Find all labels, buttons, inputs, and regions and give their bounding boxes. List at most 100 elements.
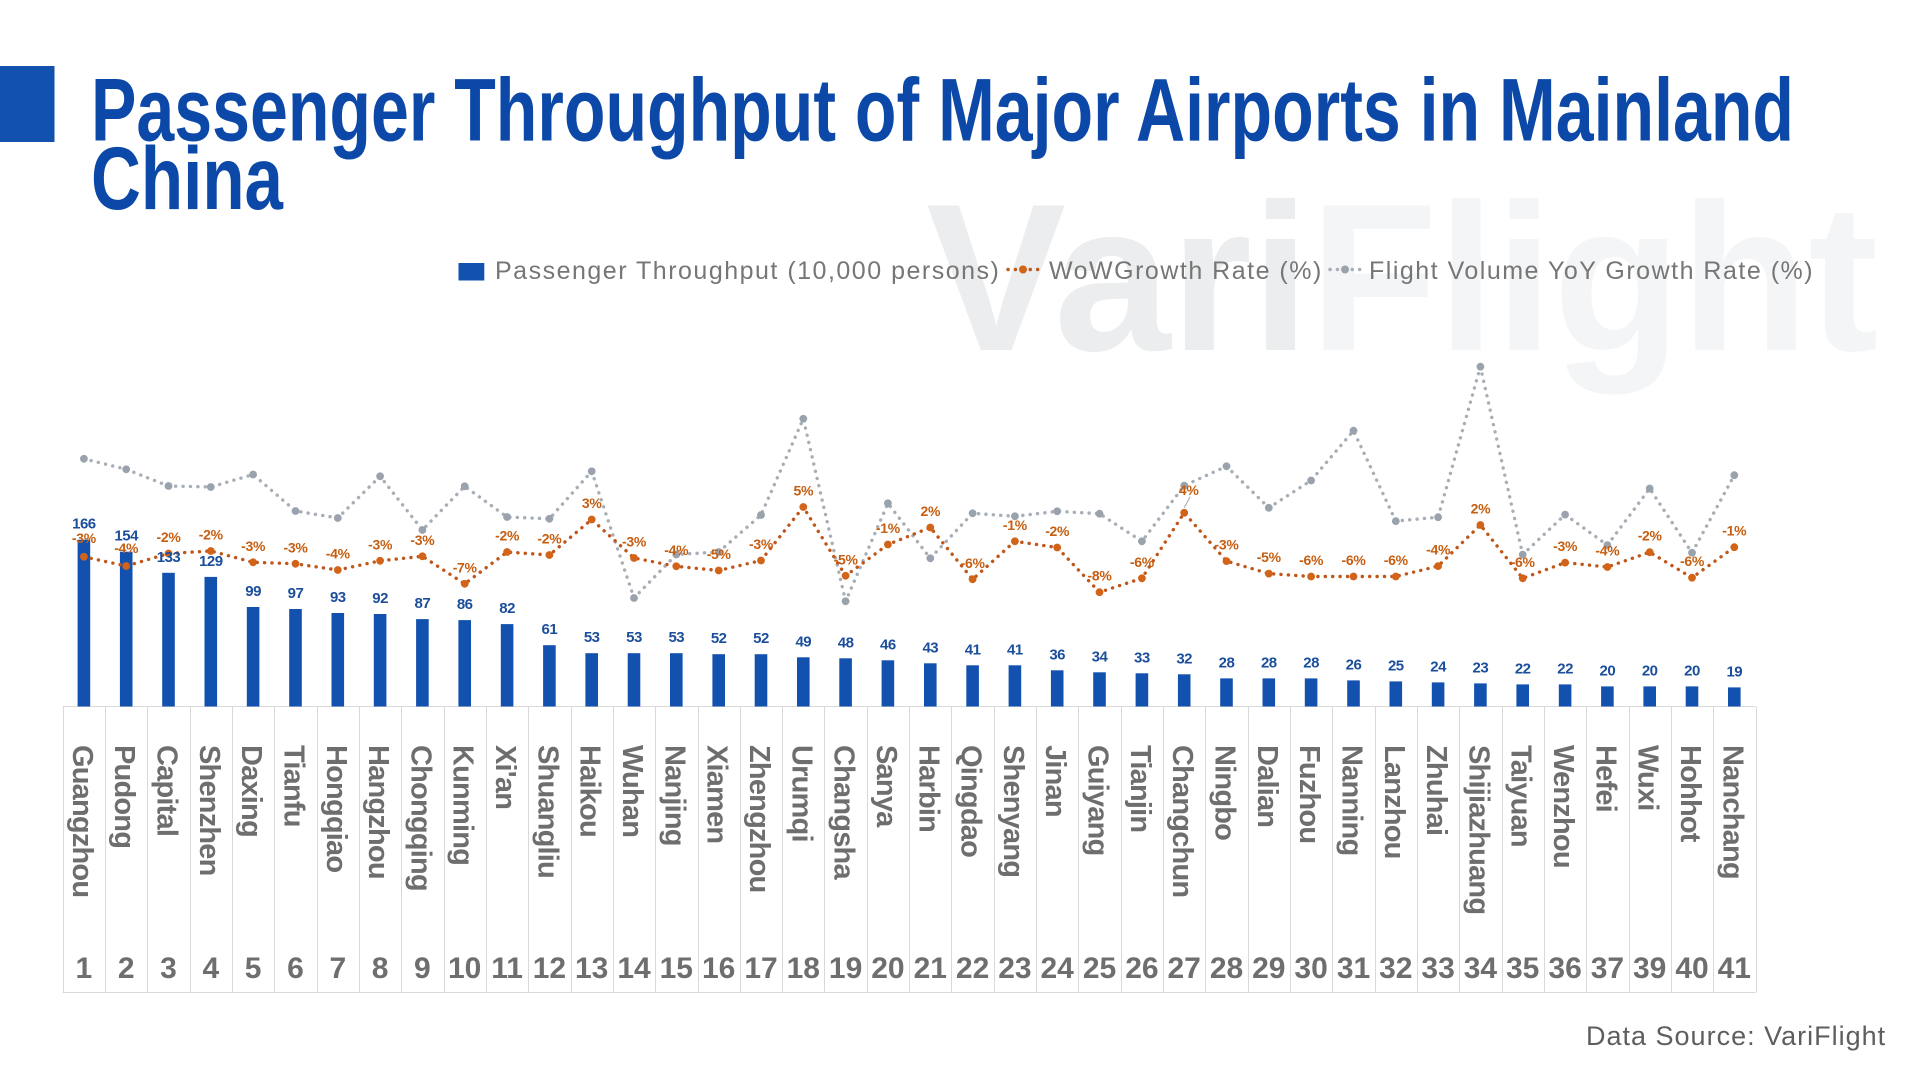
svg-text:82: 82 [499, 600, 515, 617]
svg-text:-6%: -6% [1384, 552, 1409, 568]
svg-text:26: 26 [1125, 952, 1158, 985]
svg-text:-6%: -6% [961, 555, 986, 571]
svg-text:53: 53 [668, 629, 684, 646]
svg-text:26: 26 [1346, 656, 1362, 673]
svg-text:39: 39 [1633, 952, 1666, 985]
svg-text:20: 20 [871, 952, 904, 985]
svg-text:-2%: -2% [537, 531, 562, 547]
svg-text:Kunming: Kunming [447, 745, 479, 865]
svg-text:48: 48 [838, 634, 854, 651]
svg-text:Capital: Capital [151, 745, 183, 836]
svg-text:6: 6 [287, 952, 304, 985]
svg-text:25: 25 [1083, 952, 1116, 985]
svg-text:49: 49 [795, 633, 811, 650]
svg-text:-5%: -5% [1257, 549, 1282, 565]
svg-text:7: 7 [329, 952, 346, 985]
svg-text:30: 30 [1294, 952, 1327, 985]
svg-text:32: 32 [1379, 952, 1412, 985]
svg-text:43: 43 [922, 639, 938, 656]
svg-text:22: 22 [956, 952, 989, 985]
svg-text:24: 24 [1041, 952, 1075, 985]
svg-text:-5%: -5% [707, 546, 732, 562]
svg-text:25: 25 [1388, 657, 1404, 674]
svg-text:-6%: -6% [1299, 552, 1324, 568]
svg-text:-1%: -1% [1003, 517, 1028, 533]
svg-text:4%: 4% [1179, 482, 1199, 498]
svg-text:9: 9 [414, 952, 431, 985]
svg-text:-2%: -2% [157, 529, 182, 545]
svg-text:Wuxi: Wuxi [1632, 745, 1664, 811]
svg-text:166: 166 [72, 516, 96, 533]
svg-text:53: 53 [584, 629, 600, 646]
svg-text:Pudong: Pudong [108, 745, 140, 848]
svg-text:35: 35 [1506, 952, 1539, 985]
svg-text:-3%: -3% [72, 530, 97, 546]
svg-text:29: 29 [1252, 952, 1285, 985]
svg-text:Changsha: Changsha [828, 745, 860, 880]
svg-text:31: 31 [1337, 952, 1370, 985]
svg-text:16: 16 [702, 952, 735, 985]
svg-text:Fuzhou: Fuzhou [1293, 745, 1325, 843]
svg-text:28: 28 [1303, 654, 1319, 671]
svg-text:22: 22 [1515, 660, 1531, 677]
svg-text:Nanchang: Nanchang [1716, 745, 1748, 879]
svg-text:41: 41 [1007, 641, 1023, 658]
svg-text:Wenzhou: Wenzhou [1547, 745, 1579, 868]
svg-text:21: 21 [914, 952, 947, 985]
svg-text:33: 33 [1421, 952, 1454, 985]
svg-text:Ningbo: Ningbo [1209, 745, 1241, 840]
svg-text:20: 20 [1642, 662, 1658, 679]
svg-text:Shenzhen: Shenzhen [193, 745, 225, 876]
svg-text:87: 87 [415, 595, 431, 612]
svg-text:-3%: -3% [284, 539, 309, 555]
svg-text:41: 41 [1718, 952, 1751, 985]
svg-text:-2%: -2% [199, 527, 224, 543]
svg-text:-3%: -3% [410, 532, 435, 548]
svg-text:19: 19 [829, 952, 862, 985]
svg-text:Passenger Throughput of Major: Passenger Throughput of Major Airports i… [91, 60, 1794, 160]
svg-text:WoWGrowth Rate (%): WoWGrowth Rate (%) [1049, 257, 1323, 285]
svg-text:97: 97 [288, 585, 304, 602]
svg-text:Sanya: Sanya [870, 745, 902, 828]
svg-text:-4%: -4% [326, 546, 351, 562]
svg-text:VariFlight: VariFlight [926, 160, 1878, 395]
svg-text:Qingdao: Qingdao [955, 745, 987, 857]
svg-text:Hongqiao: Hongqiao [320, 745, 352, 872]
svg-text:Flight Volume YoY Growth Rate: Flight Volume YoY Growth Rate (%) [1369, 257, 1814, 285]
svg-text:34: 34 [1464, 952, 1498, 985]
svg-text:93: 93 [330, 589, 346, 606]
svg-text:28: 28 [1219, 654, 1235, 671]
svg-text:-2%: -2% [1045, 523, 1070, 539]
svg-text:86: 86 [457, 596, 473, 613]
svg-text:-3%: -3% [749, 536, 774, 552]
svg-text:Tianjin: Tianjin [1124, 745, 1156, 832]
svg-text:20: 20 [1600, 662, 1616, 679]
svg-text:10: 10 [448, 952, 481, 985]
svg-text:-3%: -3% [622, 534, 647, 550]
svg-text:Urumqi: Urumqi [785, 745, 817, 842]
svg-text:4: 4 [202, 952, 219, 985]
svg-text:Guangzhou: Guangzhou [66, 745, 98, 897]
svg-text:1: 1 [76, 952, 93, 985]
svg-text:-4%: -4% [1426, 542, 1451, 558]
svg-text:5%: 5% [793, 483, 813, 499]
svg-text:Zhuhai: Zhuhai [1420, 745, 1452, 835]
svg-text:Wuhan: Wuhan [616, 745, 648, 837]
svg-text:53: 53 [626, 629, 642, 646]
svg-text:14: 14 [617, 952, 651, 985]
svg-text:99: 99 [245, 583, 261, 600]
svg-text:37: 37 [1591, 952, 1624, 985]
svg-text:17: 17 [744, 952, 777, 985]
svg-text:33: 33 [1134, 649, 1150, 666]
svg-text:Daxing: Daxing [235, 745, 267, 837]
svg-text:Nanning: Nanning [1336, 745, 1368, 855]
svg-text:Xiamen: Xiamen [701, 745, 733, 843]
svg-text:23: 23 [998, 952, 1031, 985]
svg-text:28: 28 [1261, 654, 1277, 671]
svg-text:129: 129 [199, 553, 223, 570]
svg-text:12: 12 [533, 952, 566, 985]
svg-text:-3%: -3% [1553, 538, 1578, 554]
svg-text:Guiyang: Guiyang [1082, 745, 1114, 855]
svg-text:3%: 3% [582, 495, 602, 511]
svg-text:20: 20 [1684, 662, 1700, 679]
